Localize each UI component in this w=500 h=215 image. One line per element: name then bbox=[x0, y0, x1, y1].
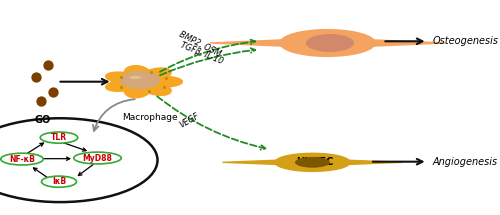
Point bbox=[145, 90, 153, 93]
Polygon shape bbox=[368, 40, 445, 46]
Ellipse shape bbox=[42, 176, 76, 187]
Text: TGFβ, IL-10: TGFβ, IL-10 bbox=[179, 41, 224, 66]
Point bbox=[117, 75, 125, 78]
Ellipse shape bbox=[129, 76, 141, 79]
Polygon shape bbox=[280, 30, 375, 56]
Ellipse shape bbox=[295, 157, 330, 168]
Circle shape bbox=[0, 118, 158, 202]
Text: Angiogenesis: Angiogenesis bbox=[432, 157, 498, 167]
Point bbox=[32, 76, 40, 79]
Ellipse shape bbox=[40, 132, 78, 143]
Point bbox=[44, 63, 52, 66]
Polygon shape bbox=[222, 160, 280, 165]
Text: MSC: MSC bbox=[320, 37, 344, 47]
Point bbox=[147, 71, 155, 74]
Text: IκB: IκB bbox=[52, 177, 66, 186]
Ellipse shape bbox=[1, 153, 43, 165]
Point bbox=[160, 85, 168, 89]
Ellipse shape bbox=[306, 34, 354, 52]
Point bbox=[37, 99, 45, 103]
Polygon shape bbox=[275, 153, 350, 171]
Text: NF-κB: NF-κB bbox=[9, 155, 35, 164]
Text: MyD88: MyD88 bbox=[82, 154, 112, 163]
Text: BMP2, OSM: BMP2, OSM bbox=[178, 30, 222, 58]
Polygon shape bbox=[210, 40, 287, 46]
Text: TLR: TLR bbox=[51, 133, 67, 142]
Text: GO: GO bbox=[34, 115, 50, 125]
Point bbox=[162, 77, 170, 80]
Ellipse shape bbox=[74, 152, 121, 164]
Text: VEGF: VEGF bbox=[178, 111, 201, 130]
Text: Macrophage: Macrophage bbox=[122, 113, 178, 122]
Polygon shape bbox=[106, 66, 182, 98]
Polygon shape bbox=[344, 160, 403, 165]
Point bbox=[117, 85, 125, 89]
Text: Osteogenesis: Osteogenesis bbox=[432, 36, 498, 46]
Point bbox=[48, 91, 56, 94]
Text: HUVEC: HUVEC bbox=[296, 157, 334, 167]
Ellipse shape bbox=[120, 71, 160, 89]
